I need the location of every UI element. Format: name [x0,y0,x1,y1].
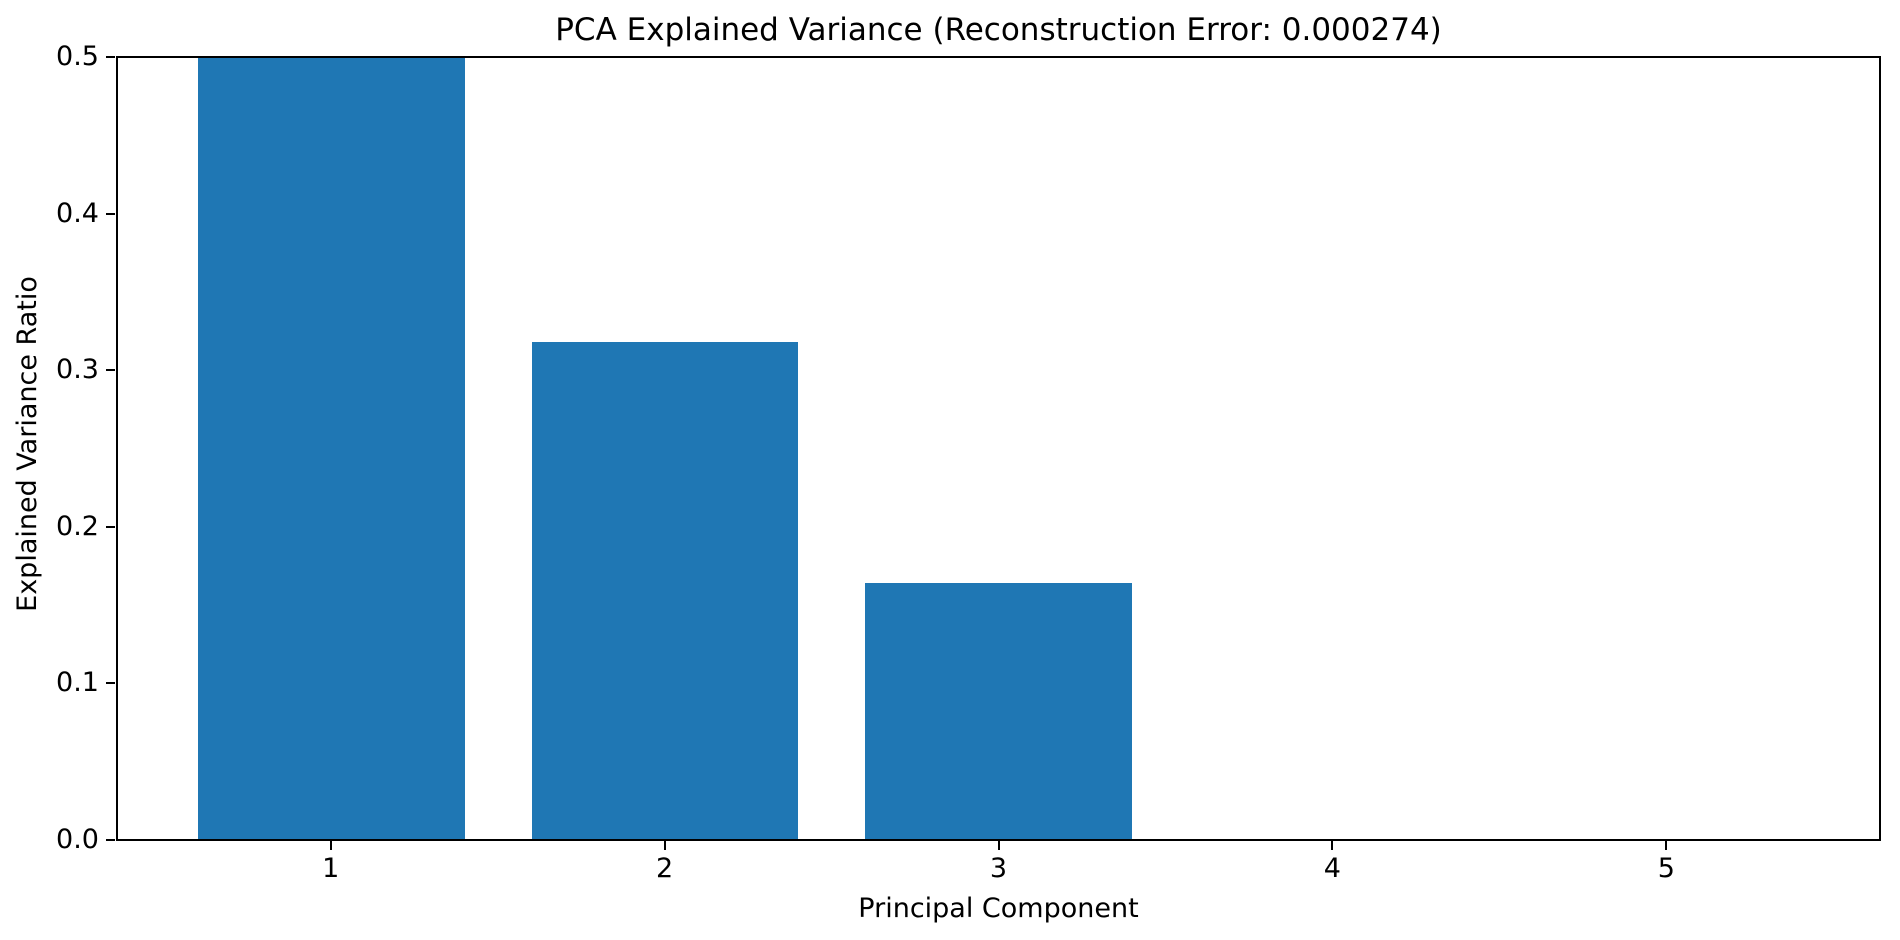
y-axis-tick-mark [106,56,115,58]
y-axis-tick-label: 0.4 [56,197,99,229]
x-axis-tick-label: 4 [1323,853,1341,884]
y-axis-tick-label: 0.2 [56,510,99,542]
x-axis-tick-mark [1331,841,1334,850]
x-axis-tick-mark [663,841,666,850]
x-axis-tick-mark [1665,841,1668,850]
x-axis-tick-mark [997,841,1000,850]
x-axis-tick-label: 2 [656,853,674,884]
x-axis-tick-mark [329,841,332,850]
y-axis-tick-mark [106,839,115,841]
y-axis-tick-mark [106,525,115,528]
y-axis-label: Explained Variance Ratio [12,276,43,612]
bar-pc-3 [865,582,1132,839]
bar-pc-1 [198,58,465,839]
x-axis-tick-label: 3 [989,853,1008,884]
x-axis-label: Principal Component [858,893,1139,924]
y-axis-tick-mark [106,212,115,215]
y-axis-tick-label: 0.0 [56,824,99,855]
y-axis-tick-label: 0.3 [56,354,99,386]
chart-title: PCA Explained Variance (Reconstruction E… [555,12,1442,48]
y-axis-tick-mark [106,682,115,685]
bar-pc-2 [531,342,799,839]
y-axis-tick-label: 0.5 [56,41,99,72]
y-axis-tick-label: 0.1 [56,667,99,699]
x-axis-tick-label: 5 [1657,853,1675,884]
x-axis-tick-label: 1 [322,853,340,884]
plot-area [116,56,1881,841]
y-axis-tick-mark [106,369,115,372]
